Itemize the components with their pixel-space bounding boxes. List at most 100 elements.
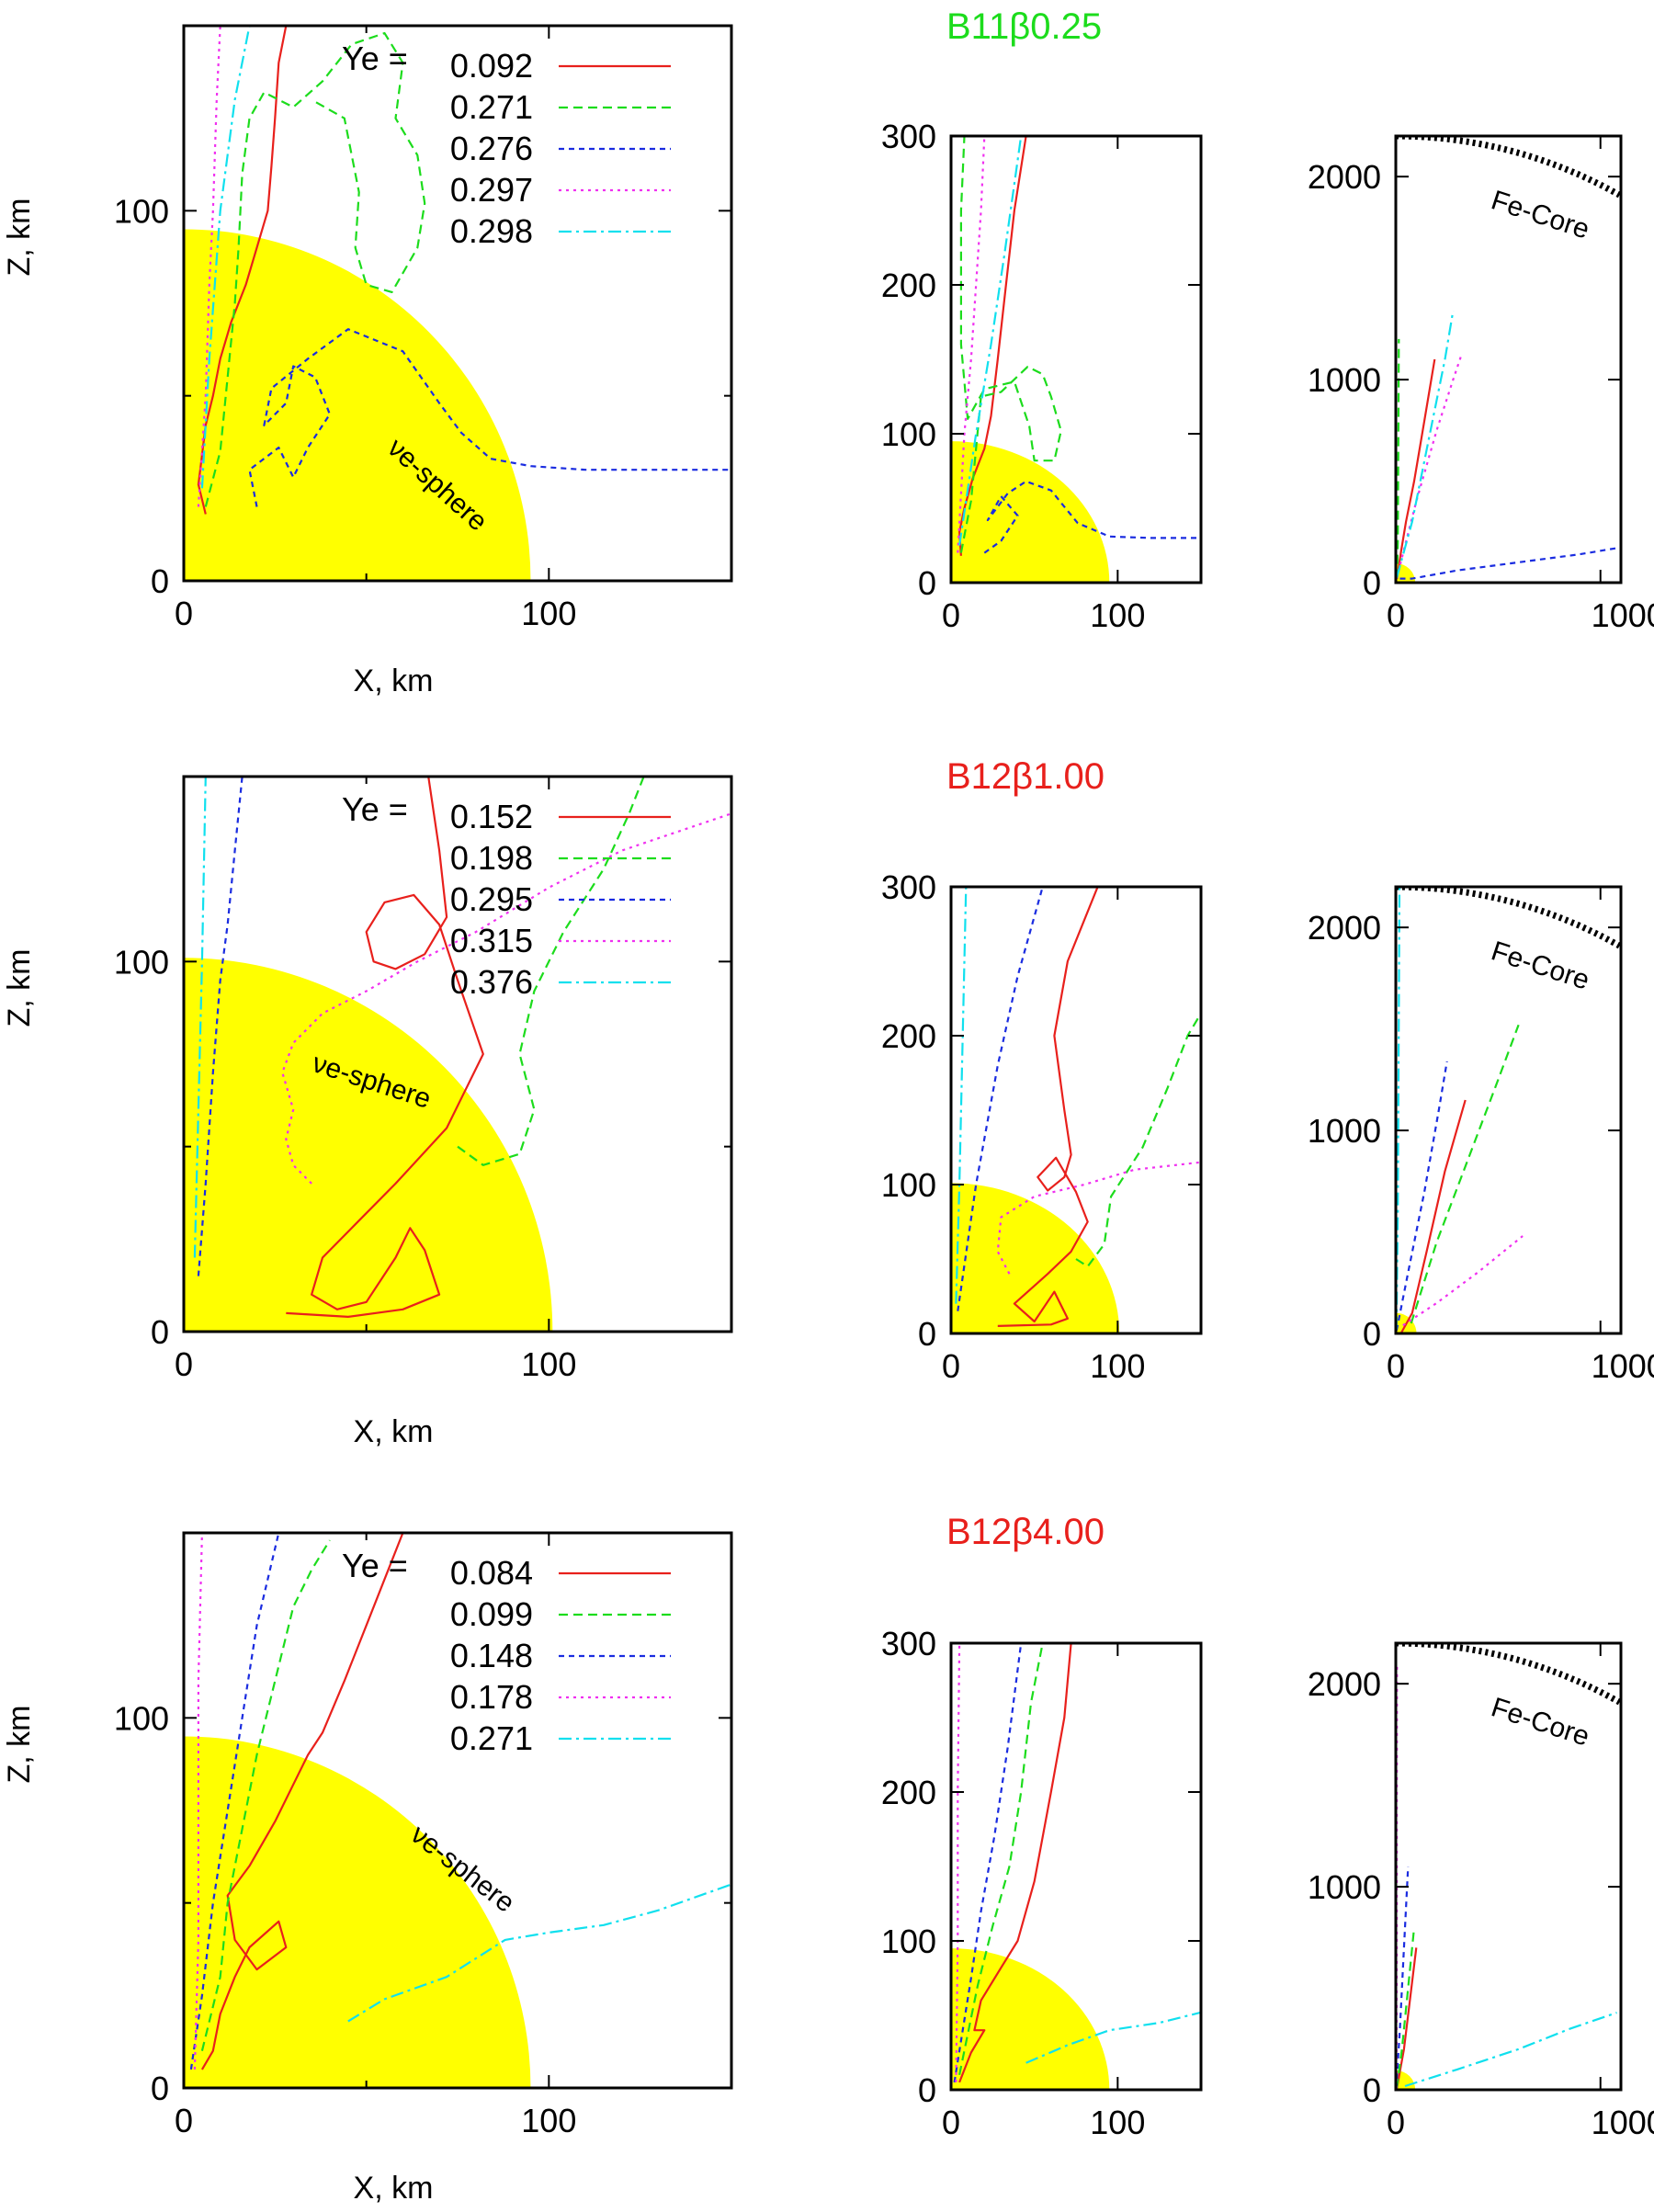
panel-frame	[1394, 885, 1623, 1335]
trajectory-ye-0.315	[1402, 1235, 1524, 1327]
x-tick-label: 1000	[1592, 2104, 1654, 2141]
trajectory-ye-0.084	[958, 1643, 1072, 2083]
panel-frame	[1394, 1641, 1623, 2092]
x-tick-label: 0	[175, 2102, 193, 2139]
trajectory-ye-0.276	[1399, 547, 1617, 580]
panel-plot-area	[184, 777, 731, 1332]
panel-frame	[182, 24, 733, 583]
fe-core-label: Fe-Core	[1488, 1692, 1593, 1752]
panel-wide: Fe-Core 0 1000 0 1000 2000	[1308, 1641, 1654, 2141]
y-tick-label: 100	[114, 943, 169, 981]
trajectory-ye-0.152	[1400, 1099, 1467, 1333]
x-tick-label: 1000	[1592, 1347, 1654, 1385]
chart-title: B12β1.00	[946, 756, 1105, 797]
panel-plot-area	[951, 887, 1201, 1333]
x-axis-label: X, km	[354, 1414, 434, 1449]
legend-label: 0.295	[450, 880, 533, 918]
y-tick-label: 1000	[1308, 1112, 1381, 1150]
x-tick-label: 0	[175, 595, 193, 632]
x-tick-label: 0	[942, 1347, 960, 1385]
y-tick-label: 0	[1363, 1315, 1381, 1353]
legend-label: 0.298	[450, 212, 533, 250]
panel-mid: 0 100 0 100 200 300	[881, 868, 1203, 1385]
legend-label: 0.271	[450, 88, 533, 126]
trajectory-ye-0.198	[1075, 1013, 1201, 1268]
legend-label: 0.376	[450, 963, 533, 1001]
trajectory-ye-0.295	[1396, 1061, 1448, 1331]
trajectory-ye-0.084	[200, 1533, 404, 2070]
x-tick-label: 0	[1387, 2104, 1405, 2141]
panel-mid: 0 100 0 100 200 300	[881, 118, 1203, 634]
legend-label: 0.099	[450, 1595, 533, 1633]
y-tick-label: 100	[881, 1923, 936, 1960]
fe-core-boundary	[1396, 1643, 1621, 1706]
fe-core-boundary	[1396, 136, 1621, 199]
trajectory-ye-0.152	[286, 777, 484, 1318]
y-tick-label: 200	[881, 1017, 936, 1055]
trajectory-ye-0.298	[958, 136, 1023, 546]
trajectory-ye-0.198	[457, 777, 645, 1166]
x-tick-label: 0	[942, 596, 960, 634]
y-tick-label: 300	[881, 1625, 936, 1662]
trajectory-ye-0.271	[1396, 338, 1400, 579]
legend-label: 0.178	[450, 1678, 533, 1716]
fe-core-label: Fe-Core	[1488, 185, 1593, 244]
panel-frame	[182, 1531, 733, 2090]
trajectory-ye-0.315	[281, 812, 731, 1185]
legend-label: 0.297	[450, 171, 533, 209]
y-tick-label: 2000	[1308, 1665, 1381, 1703]
y-tick-label: 1000	[1308, 361, 1381, 399]
legend-label: 0.271	[450, 1719, 533, 1757]
trajectory-ye-0.198	[1410, 1024, 1520, 1324]
trajectory-ye-0.178	[955, 1643, 961, 2082]
neutrinosphere-region	[951, 1183, 1120, 1333]
y-tick-label: 100	[881, 1166, 936, 1204]
y-tick-label: 0	[918, 564, 936, 602]
y-axis-label: Z, km	[2, 199, 37, 277]
x-tick-label: 100	[521, 2102, 576, 2139]
chart-title: B12β4.00	[946, 1512, 1105, 1552]
trajectory-ye-0.152	[997, 887, 1099, 1327]
trajectory-ye-0.295	[197, 777, 244, 1276]
chart-title: B11β0.25	[946, 6, 1102, 47]
fe-core-boundary	[1396, 887, 1621, 949]
x-tick-label: 100	[521, 1345, 576, 1383]
y-tick-label: 0	[918, 1315, 936, 1353]
y-tick-label: 100	[114, 1699, 169, 1737]
y-tick-label: 0	[1363, 564, 1381, 602]
x-axis-label: X, km	[354, 664, 434, 698]
panel-plot-area	[184, 26, 731, 581]
x-tick-label: 100	[1090, 596, 1145, 634]
panel-mid: 0 100 0 100 200 300	[881, 1625, 1203, 2141]
legend-prefix: Ye =	[342, 1547, 408, 1584]
y-tick-label: 200	[881, 267, 936, 304]
neutrinosphere-region	[184, 229, 531, 581]
y-axis-label: Z, km	[2, 949, 37, 1027]
trajectory-ye-0.084	[1396, 1947, 1418, 2090]
trajectory-ye-0.271	[1404, 2012, 1617, 2088]
fe-core-label: Fe-Core	[1488, 936, 1593, 995]
panel-plot-area	[951, 136, 1201, 583]
y-tick-label: 0	[151, 2070, 169, 2107]
panel-plot-area	[184, 1533, 731, 2088]
neutrinosphere-region	[951, 1948, 1110, 2090]
trajectory-ye-0.276	[983, 480, 1201, 554]
y-tick-label: 0	[151, 562, 169, 600]
trajectory-ye-0.271	[347, 1883, 731, 2023]
panel-frame	[1394, 134, 1623, 584]
y-tick-label: 100	[114, 192, 169, 230]
panel-frame	[949, 885, 1203, 1335]
trajectory-ye-0.271	[204, 32, 426, 507]
panel-frame	[949, 134, 1203, 584]
trajectory-ye-0.298	[200, 26, 251, 489]
y-axis-label: Z, km	[2, 1706, 37, 1784]
x-axis-label: X, km	[354, 2171, 434, 2206]
trajectory-ye-0.092	[1396, 358, 1436, 580]
